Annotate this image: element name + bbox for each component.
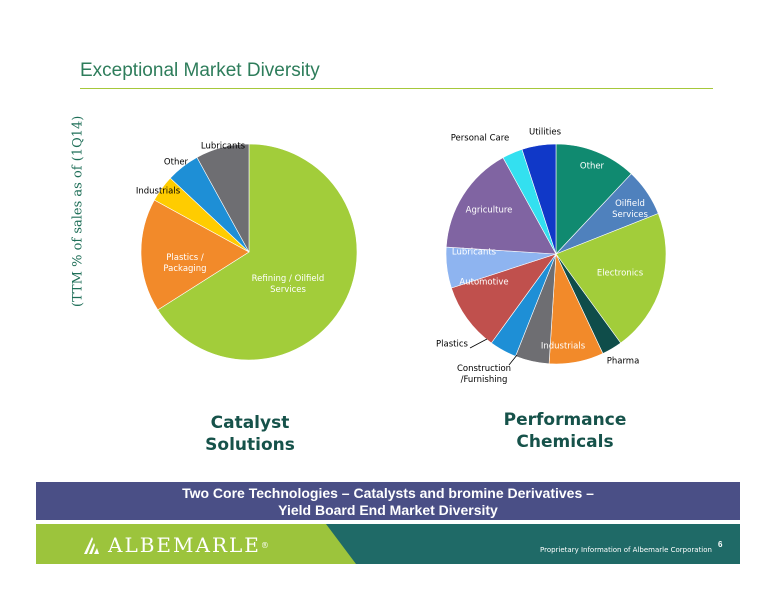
slice-label-line: Other: [164, 158, 189, 168]
pie-slice: [445, 157, 557, 255]
slice-label-line: Packaging: [163, 264, 206, 274]
slice-label: Plastics / Packaging: [163, 253, 206, 274]
pie-slice: [157, 143, 358, 361]
slice-label-line: Services: [612, 210, 648, 220]
leader-line: [469, 338, 488, 349]
slice-label-line: Lubricants: [452, 248, 497, 258]
pie-slice: [140, 199, 250, 311]
pie-slice: [555, 213, 667, 344]
catalyst-solutions-title: Catalyst Solutions: [185, 412, 315, 456]
slice-label: Other: [164, 158, 189, 168]
slice-label-line: Personal Care: [451, 134, 510, 144]
slice-label: Automotive: [459, 278, 508, 288]
proprietary-notice: Proprietary Information of Albemarle Cor…: [540, 546, 712, 554]
banner-line-2: Yield Board End Market Diversity: [278, 502, 498, 518]
title-divider: [80, 88, 713, 89]
slice-label: Plastics: [436, 340, 468, 350]
slice-label: Refining / Oilfield Services: [252, 274, 325, 295]
slice-label: Industrials: [541, 342, 586, 352]
slice-label: Utilities: [529, 128, 562, 138]
page-number: 6: [718, 540, 723, 549]
slice-label-line: Industrials: [541, 342, 586, 352]
summary-banner: Two Core Technologies – Catalysts and br…: [36, 482, 740, 520]
slice-label-line: Pharma: [607, 357, 640, 367]
slice-label-line: Plastics /: [166, 253, 204, 263]
pie-slice: [521, 143, 557, 255]
logo-text: ALBEMARLE: [108, 533, 261, 557]
slice-label-line: /Furnishing: [461, 375, 508, 385]
slice-label: Oilfield Services: [612, 199, 648, 220]
slice-label-line: Agriculture: [466, 206, 513, 216]
slice-label: Personal Care: [451, 134, 510, 144]
pie-slice: [555, 143, 632, 255]
slice-label: Construction/Furnishing: [457, 364, 511, 385]
pie-slice: [196, 143, 250, 253]
page-title: Exceptional Market Diversity: [80, 60, 320, 81]
chart-title-line: Performance: [503, 410, 627, 430]
logo-registered-mark: ®: [260, 540, 271, 550]
slice-label-line: Other: [580, 162, 605, 172]
slice-label-line: Construction: [457, 364, 511, 374]
slice-label: Pharma: [607, 357, 640, 367]
slice-label: Agriculture: [466, 206, 513, 216]
banner-line-1: Two Core Technologies – Catalysts and br…: [182, 485, 594, 501]
albemarle-mark-icon: [84, 537, 99, 554]
slice-label-line: Industrials: [136, 187, 181, 197]
chart-title-line: Chemicals: [516, 432, 614, 452]
chart-title-line: Solutions: [205, 435, 295, 455]
slice-label: Lubricants: [452, 248, 497, 258]
chart-title-line: Catalyst: [210, 413, 290, 433]
slice-label: Electronics: [597, 269, 644, 279]
leader-line: [508, 354, 518, 366]
slice-label-line: Lubricants: [201, 142, 246, 152]
slice-label: Lubricants: [201, 142, 246, 152]
slice-label-line: Services: [270, 285, 306, 295]
slice-label-line: Electronics: [597, 269, 644, 279]
footer-teal-band: [326, 524, 740, 564]
albemarle-logo: ALBEMARLE ®: [82, 533, 271, 557]
slice-label-line: Automotive: [459, 278, 508, 288]
footer-bar: ALBEMARLE ® Proprietary Information of Al…: [36, 524, 740, 564]
slice-label-line: Oilfield: [615, 199, 645, 209]
slice-label-line: Utilities: [529, 128, 562, 138]
slice-label: Industrials: [136, 187, 181, 197]
slice-label: Other: [580, 162, 605, 172]
performance-chemicals-title: Performance Chemicals: [490, 409, 640, 453]
slice-label-line: Plastics: [436, 340, 468, 350]
slice-label-line: Refining / Oilfield: [252, 274, 325, 284]
